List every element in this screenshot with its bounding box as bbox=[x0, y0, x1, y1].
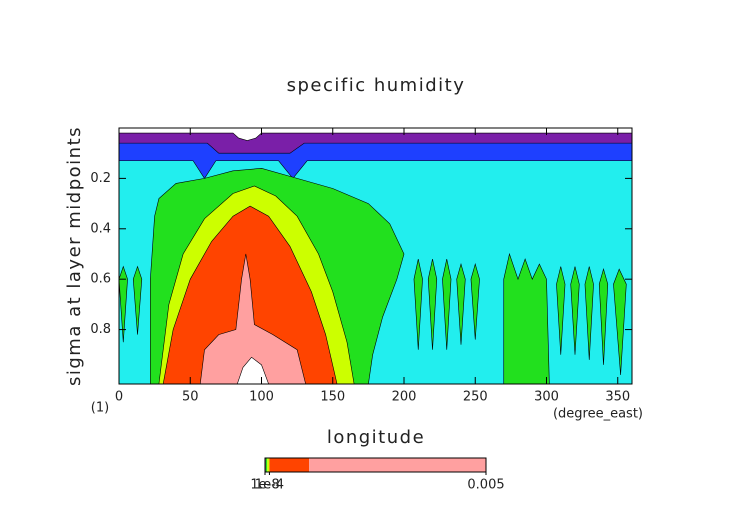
colorbar-tick-label: 0.005 bbox=[467, 478, 504, 493]
y-tick-label: 0.6 bbox=[90, 272, 111, 287]
contour-region bbox=[570, 266, 580, 355]
x-tick-label: 50 bbox=[182, 390, 199, 405]
contour-region bbox=[119, 265, 128, 343]
contour-region bbox=[584, 266, 594, 360]
y-tick-label: 0.8 bbox=[90, 322, 111, 337]
x-tick-label: 100 bbox=[249, 390, 274, 405]
y-tick-label: 0.4 bbox=[90, 221, 111, 236]
contour-region bbox=[119, 128, 632, 141]
x-tick-label: 300 bbox=[534, 390, 559, 405]
contour-region bbox=[503, 252, 550, 384]
x-tick-label: 150 bbox=[320, 390, 345, 405]
colorbar-tick-label: 1e-4 bbox=[255, 478, 284, 493]
contour-region bbox=[199, 253, 306, 384]
colorbar-segment bbox=[265, 458, 268, 472]
contour-region bbox=[456, 262, 466, 345]
x-unit: (degree_east) bbox=[553, 407, 643, 422]
colorbar-tick-label: 1e-8 bbox=[250, 478, 279, 493]
chart-title: specific humidity bbox=[287, 75, 466, 96]
x-tick-label: 0 bbox=[115, 390, 123, 405]
contour-region bbox=[470, 262, 480, 340]
contour-region bbox=[236, 356, 269, 384]
x-tick-label: 350 bbox=[605, 390, 630, 405]
x-tick-label: 200 bbox=[392, 390, 417, 405]
y-unit: (1) bbox=[91, 401, 109, 416]
colorbar-frame bbox=[264, 457, 487, 473]
contour-region bbox=[598, 267, 609, 365]
colorbar-segment bbox=[267, 458, 270, 472]
x-axis-label: longitude bbox=[327, 427, 425, 448]
contour-region bbox=[132, 265, 143, 335]
contour-region bbox=[613, 268, 627, 375]
x-tick-label: 250 bbox=[463, 390, 488, 405]
contour-region bbox=[427, 258, 438, 350]
contour-region bbox=[413, 258, 423, 350]
contour-region bbox=[442, 258, 452, 350]
plot-frame bbox=[118, 127, 633, 385]
contour-region bbox=[556, 266, 566, 355]
y-tick-label: 0.2 bbox=[90, 171, 111, 186]
colorbar-segment bbox=[269, 458, 310, 472]
contour-area bbox=[119, 128, 632, 384]
y-axis-label: sigma at layer midpoints bbox=[64, 126, 85, 386]
colorbar-segment bbox=[309, 458, 486, 472]
